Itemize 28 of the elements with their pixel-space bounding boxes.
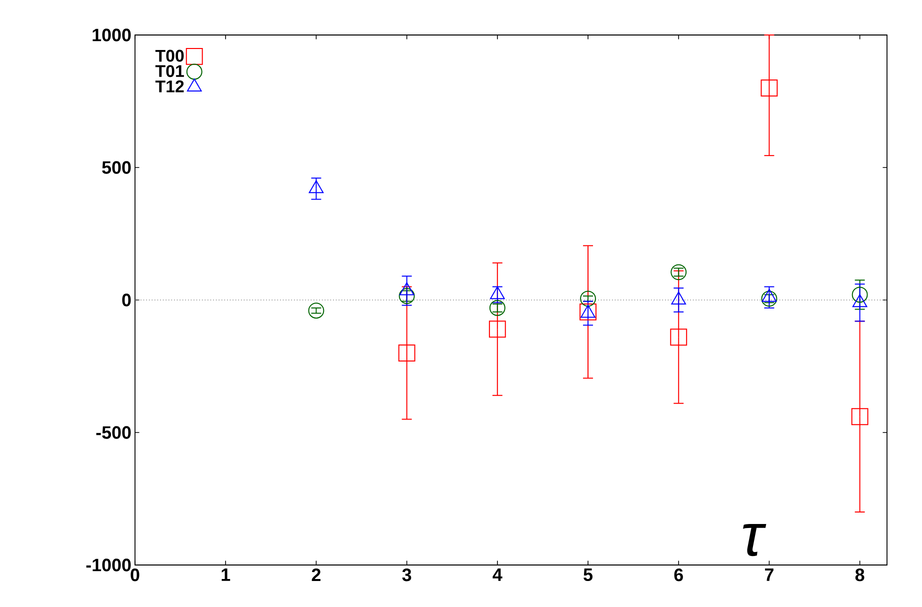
y-tick-label: 500 <box>102 161 131 174</box>
x-tick-label: 2 <box>312 568 320 582</box>
x-tick-label: 8 <box>855 568 864 582</box>
point <box>670 328 688 346</box>
point <box>851 408 868 426</box>
point <box>670 264 687 280</box>
x-tick-label: 1 <box>222 568 230 581</box>
point <box>760 80 778 96</box>
point <box>488 320 506 338</box>
legend-label: T01 <box>155 65 184 78</box>
x-tick-label: 5 <box>584 568 593 582</box>
x-tick-label: 3 <box>402 568 412 582</box>
y-tick-label: -500 <box>96 426 131 439</box>
point <box>580 290 596 307</box>
x-tick-label: 7 <box>764 568 774 581</box>
y-tick-label: 1000 <box>92 28 131 42</box>
legend-label: T12 <box>155 80 184 92</box>
y-tick-label: -1000 <box>86 558 131 572</box>
point <box>489 300 506 316</box>
x-tick-label: 6 <box>674 568 683 582</box>
y-tick-label: 0 <box>122 294 131 306</box>
legend-label: T00 <box>155 50 184 62</box>
point <box>308 302 324 319</box>
annotation: τ <box>742 524 766 556</box>
point <box>398 344 416 362</box>
x-tick-label: 4 <box>492 568 502 581</box>
point <box>852 286 868 303</box>
x-tick-label: 0 <box>130 568 140 582</box>
